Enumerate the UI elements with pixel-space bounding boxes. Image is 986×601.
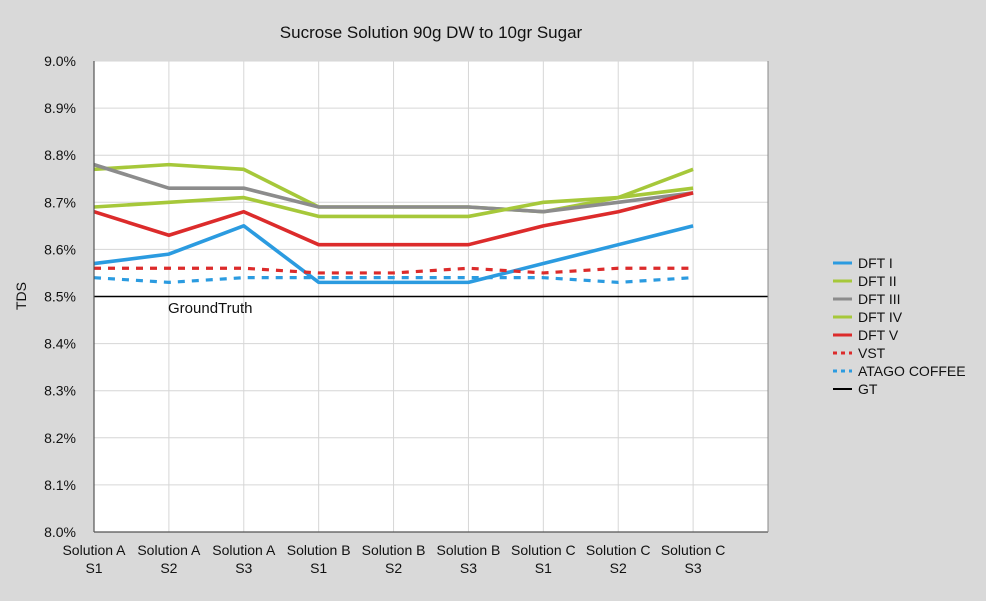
series-dft-i-line <box>93 224 694 285</box>
y-tick-label: 8.5% <box>44 289 76 305</box>
series-layer <box>93 162 768 298</box>
x-tick-label: Solution A S2 <box>137 542 201 576</box>
y-tick-label: 8.3% <box>44 383 76 399</box>
legend: DFT I DFT II DFT III DFT IV DFT V VST ATAGO CO… <box>833 255 966 397</box>
legend-label-vst: VST <box>858 345 886 361</box>
y-tick-label: 8.1% <box>44 477 76 493</box>
y-tick-label: 9.0% <box>44 53 76 69</box>
x-tick-label: Solution A S1 <box>62 542 126 576</box>
x-tick-label: Solution B S1 <box>287 542 351 576</box>
x-tick-label: Solution C S3 <box>661 542 726 576</box>
x-tick-label: Solution B S3 <box>437 542 501 576</box>
y-tick-label: 8.9% <box>44 100 76 116</box>
legend-label-gt: GT <box>858 381 878 397</box>
legend-label-dft-iv: DFT IV <box>858 309 903 325</box>
groundtruth-annotation: GroundTruth <box>168 300 253 317</box>
legend-label-dft-iii: DFT III <box>858 291 901 307</box>
chart-title: Sucrose Solution 90g DW to 10gr Sugar <box>280 23 583 42</box>
series-dft-v-line <box>93 191 694 247</box>
series-dft-iv-line <box>93 186 694 219</box>
y-tick-labels: 8.0% 8.1% 8.2% 8.3% 8.4% 8.5% 8.6% 8.7% 8.8% 8.9%… <box>44 53 76 540</box>
y-tick-label: 8.4% <box>44 336 76 352</box>
legend-label-dft-ii: DFT II <box>858 273 897 289</box>
series-vst-line <box>94 266 694 275</box>
y-axis-label: TDS <box>13 282 29 310</box>
y-tick-label: 8.6% <box>44 241 76 257</box>
y-tick-label: 8.8% <box>44 147 76 163</box>
x-tick-label: Solution C S2 <box>586 542 651 576</box>
legend-label-atago-coffee: ATAGO COFFEE <box>858 363 966 379</box>
x-tick-label: Solution A S3 <box>212 542 276 576</box>
series-atago-coffee-line <box>93 276 694 284</box>
x-tick-labels: Solution A S1 Solution A S2 Solution A S3 Solu… <box>62 542 725 576</box>
x-tick-label: Solution B S2 <box>362 542 426 576</box>
axis-layer <box>93 61 769 533</box>
series-dft-iii-line <box>93 162 694 214</box>
legend-label-dft-v: DFT V <box>858 327 899 343</box>
y-tick-label: 8.0% <box>44 524 76 540</box>
x-tick-label: Solution C S1 <box>511 542 576 576</box>
y-tick-label: 8.7% <box>44 194 76 210</box>
legend-label-dft-i: DFT I <box>858 255 893 271</box>
y-tick-label: 8.2% <box>44 430 76 446</box>
